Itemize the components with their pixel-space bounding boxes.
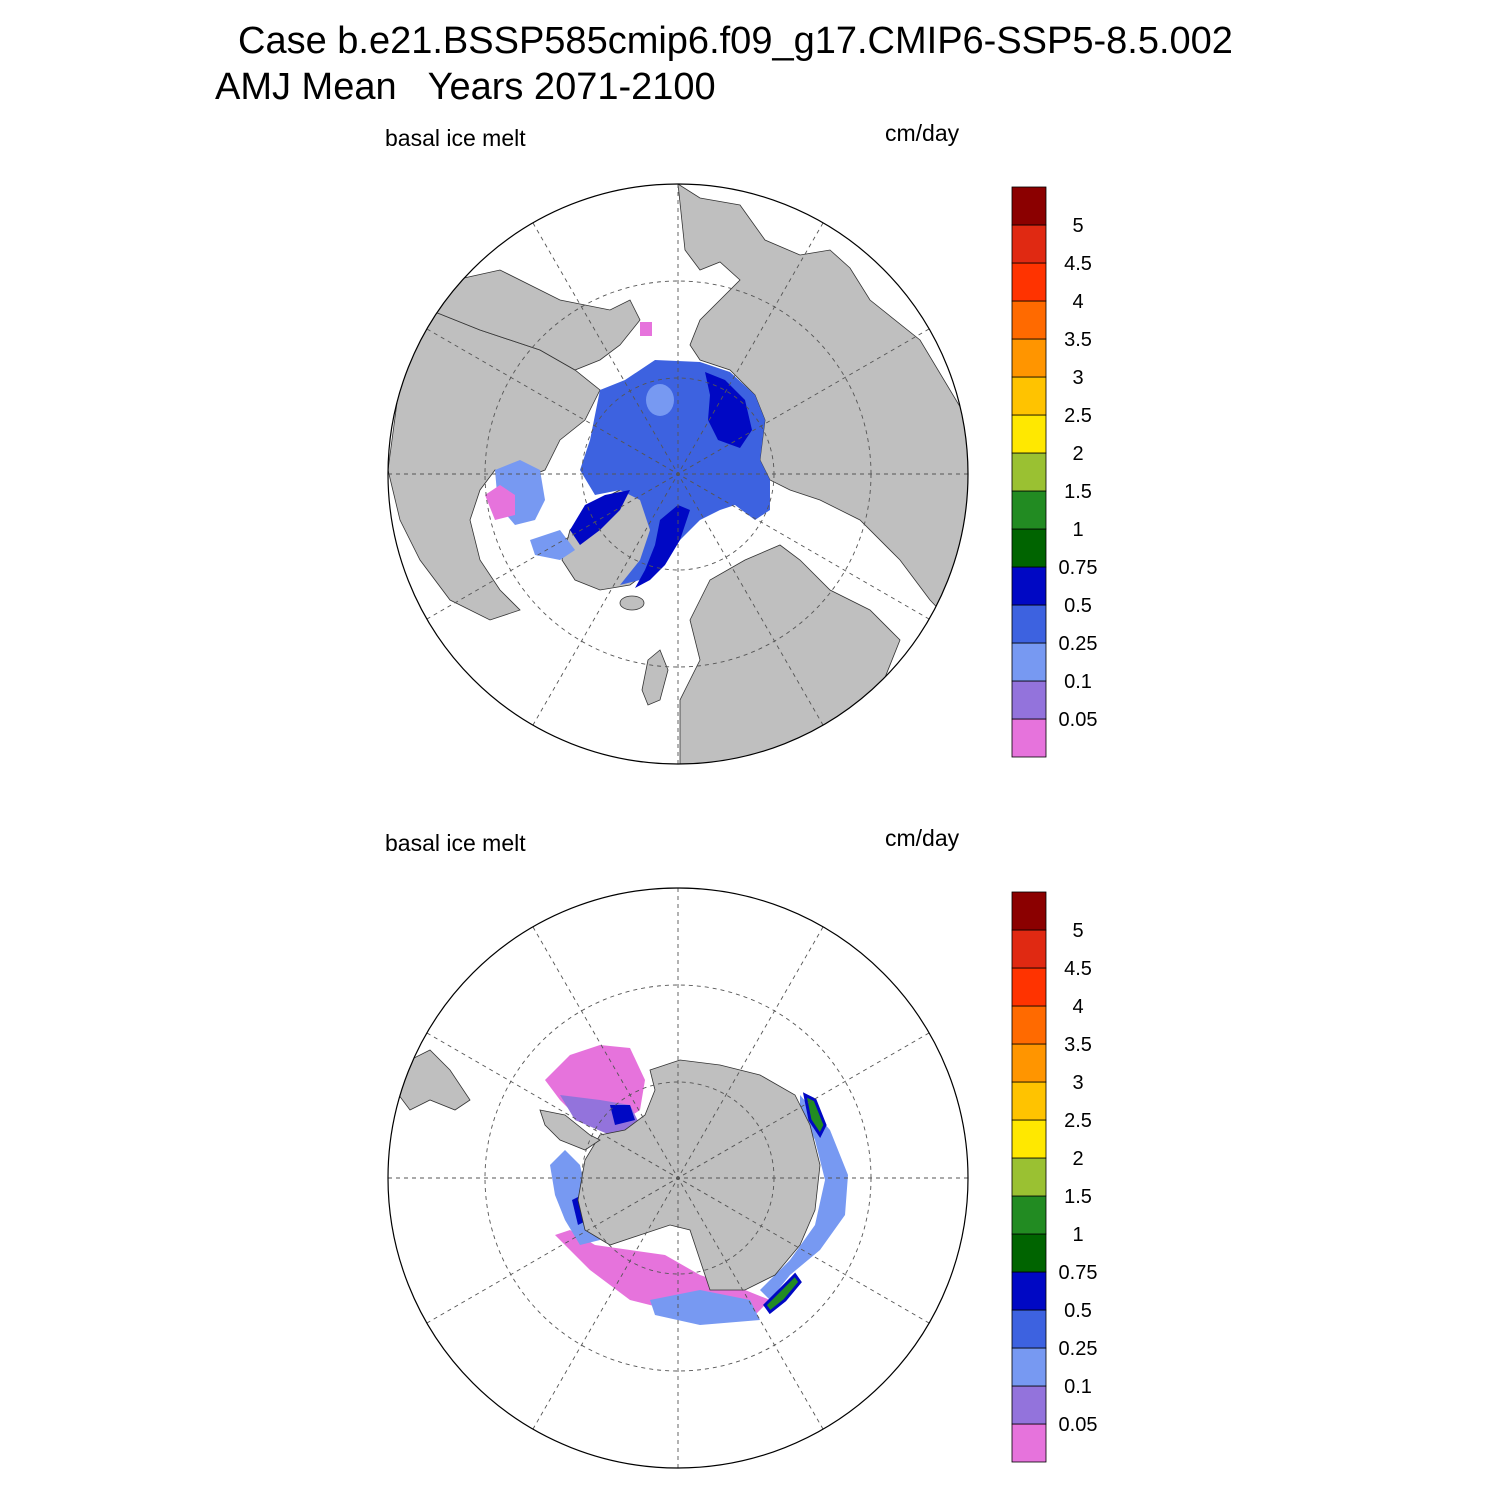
north-land-siberia bbox=[677, 184, 968, 642]
south-colorbar-box-13 bbox=[1011, 929, 1047, 969]
north-melt-0.05-region-bering bbox=[640, 322, 652, 336]
north-melt-0.1-region-central bbox=[646, 384, 674, 416]
south-colorbar-tick-label: 0.5 bbox=[1064, 1300, 1092, 1322]
north-colorbar-tick-label: 5 bbox=[1072, 215, 1083, 237]
north-melt-0.1-region-labrador bbox=[530, 530, 575, 560]
north-colorbar-tick-label: 3.5 bbox=[1064, 329, 1092, 351]
south-colorbar-tick-label: 4.5 bbox=[1064, 958, 1092, 980]
north-colorbar-box-14 bbox=[1011, 186, 1047, 226]
north-polar-map bbox=[387, 183, 969, 765]
north-colorbar-box-12 bbox=[1011, 262, 1047, 302]
south-colorbar-tick-label: 0.75 bbox=[1059, 1262, 1098, 1284]
south-colorbar-box-12 bbox=[1011, 967, 1047, 1007]
north-colorbar-box-8 bbox=[1011, 414, 1047, 454]
north-colorbar-tick-label: 0.75 bbox=[1059, 557, 1098, 579]
south-colorbar-box-3 bbox=[1011, 1309, 1047, 1349]
north-colorbar-tick-label: 1 bbox=[1072, 519, 1083, 541]
south-graticule bbox=[388, 888, 968, 1468]
north-colorbar-tick-label: 4.5 bbox=[1064, 253, 1092, 275]
north-colorbar-tick-label: 0.25 bbox=[1059, 633, 1098, 655]
north-colorbar: 0.05 0.1 0.25 0.5 0.75 1 1.5 2 2.5 3 3.5 4 4.5 5 bbox=[1011, 186, 1098, 758]
south-land-antarctica bbox=[577, 1059, 821, 1291]
north-colorbar-box-5 bbox=[1011, 528, 1047, 568]
north-graticule bbox=[388, 184, 968, 764]
south-panel-variable-label: basal ice melt bbox=[385, 830, 526, 856]
north-colorbar-box-2 bbox=[1011, 642, 1047, 682]
south-colorbar-box-9 bbox=[1011, 1081, 1047, 1121]
north-colorbar-tick-label: 0.5 bbox=[1064, 595, 1092, 617]
north-colorbar-tick-label: 4 bbox=[1072, 291, 1083, 313]
north-colorbar-tick-label: 2.5 bbox=[1064, 405, 1092, 427]
north-colorbar-tick-label: 1.5 bbox=[1064, 481, 1092, 503]
north-melt-0.5-region-east bbox=[705, 372, 752, 448]
north-melt-0.5-region-baffin bbox=[570, 490, 630, 545]
south-land-south-america bbox=[394, 1049, 471, 1111]
south-colorbar-tick-label: 4 bbox=[1072, 996, 1083, 1018]
south-colorbar-box-10 bbox=[1011, 1043, 1047, 1083]
figure-title-line-2: AMJ Mean Years 2071-2100 bbox=[215, 66, 716, 108]
north-land-europe bbox=[679, 544, 901, 764]
north-colorbar-tick-label: 2 bbox=[1072, 443, 1083, 465]
south-colorbar-box-7 bbox=[1011, 1157, 1047, 1197]
south-melt-0.75-region-east-b bbox=[763, 1272, 802, 1315]
north-colorbar-box-13 bbox=[1011, 224, 1047, 264]
south-colorbar-tick-label: 0.25 bbox=[1059, 1338, 1098, 1360]
north-colorbar-box-9 bbox=[1011, 376, 1047, 416]
south-land-antarctic-peninsula bbox=[539, 1109, 601, 1151]
south-colorbar-tick-label: 2.5 bbox=[1064, 1110, 1092, 1132]
south-colorbar-tick-label: 1.5 bbox=[1064, 1186, 1092, 1208]
north-land-alaska bbox=[429, 269, 641, 371]
south-colorbar-box-2 bbox=[1011, 1347, 1047, 1387]
south-melt-0.75-region-east-a bbox=[802, 1092, 827, 1138]
south-colorbar: 0.05 0.1 0.25 0.5 0.75 1 1.5 2 2.5 3 3.5 4 4.5 5 bbox=[1011, 891, 1098, 1463]
north-panel-units-label: cm/day bbox=[885, 120, 960, 146]
south-panel-units-label: cm/day bbox=[885, 825, 960, 851]
south-colorbar-tick-label: 3 bbox=[1072, 1072, 1083, 1094]
north-colorbar-box-3 bbox=[1011, 604, 1047, 644]
south-melt-0.5-region-weddell bbox=[610, 1105, 635, 1125]
south-colorbar-box-5 bbox=[1011, 1233, 1047, 1273]
south-colorbar-box-4 bbox=[1011, 1271, 1047, 1311]
north-colorbar-tick-label: 3 bbox=[1072, 367, 1083, 389]
north-colorbar-box-4 bbox=[1011, 566, 1047, 606]
south-colorbar-box-6 bbox=[1011, 1195, 1047, 1235]
north-colorbar-box-11 bbox=[1011, 300, 1047, 340]
north-land-british-isles bbox=[641, 649, 669, 706]
north-panel-variable-label: basal ice melt bbox=[385, 125, 526, 151]
south-colorbar-tick-label: 1 bbox=[1072, 1224, 1083, 1246]
north-colorbar-box-1 bbox=[1011, 680, 1047, 720]
south-map-border bbox=[387, 887, 969, 1469]
north-colorbar-tick-label: 0.1 bbox=[1064, 671, 1092, 693]
north-colorbar-box-0 bbox=[1011, 718, 1047, 758]
south-colorbar-tick-label: 0.1 bbox=[1064, 1376, 1092, 1398]
north-colorbar-box-6 bbox=[1011, 490, 1047, 530]
south-colorbar-box-0 bbox=[1011, 1423, 1047, 1463]
north-colorbar-box-10 bbox=[1011, 338, 1047, 378]
south-colorbar-box-14 bbox=[1011, 891, 1047, 931]
south-melt-0.1-region-ross bbox=[650, 1290, 760, 1325]
south-colorbar-tick-label: 3.5 bbox=[1064, 1034, 1092, 1056]
north-melt-0.05-region-hudson bbox=[485, 485, 515, 520]
south-polar-map bbox=[387, 887, 969, 1469]
south-colorbar-box-1 bbox=[1011, 1385, 1047, 1425]
north-map-border bbox=[387, 183, 969, 765]
figure-title-line-1: Case b.e21.BSSP585cmip6.f09_g17.CMIP6-SS… bbox=[238, 20, 1233, 62]
south-colorbar-box-11 bbox=[1011, 1005, 1047, 1045]
north-colorbar-tick-label: 0.05 bbox=[1059, 709, 1098, 731]
south-colorbar-tick-label: 2 bbox=[1072, 1148, 1083, 1170]
south-colorbar-tick-label: 0.05 bbox=[1059, 1414, 1098, 1436]
north-colorbar-box-7 bbox=[1011, 452, 1047, 492]
south-melt-0.1-region-east-ring bbox=[760, 1095, 848, 1300]
north-land-iceland bbox=[619, 595, 645, 611]
north-melt-0.5-region-greenland-east bbox=[635, 505, 690, 588]
south-colorbar-tick-label: 5 bbox=[1072, 920, 1083, 942]
south-colorbar-box-8 bbox=[1011, 1119, 1047, 1159]
